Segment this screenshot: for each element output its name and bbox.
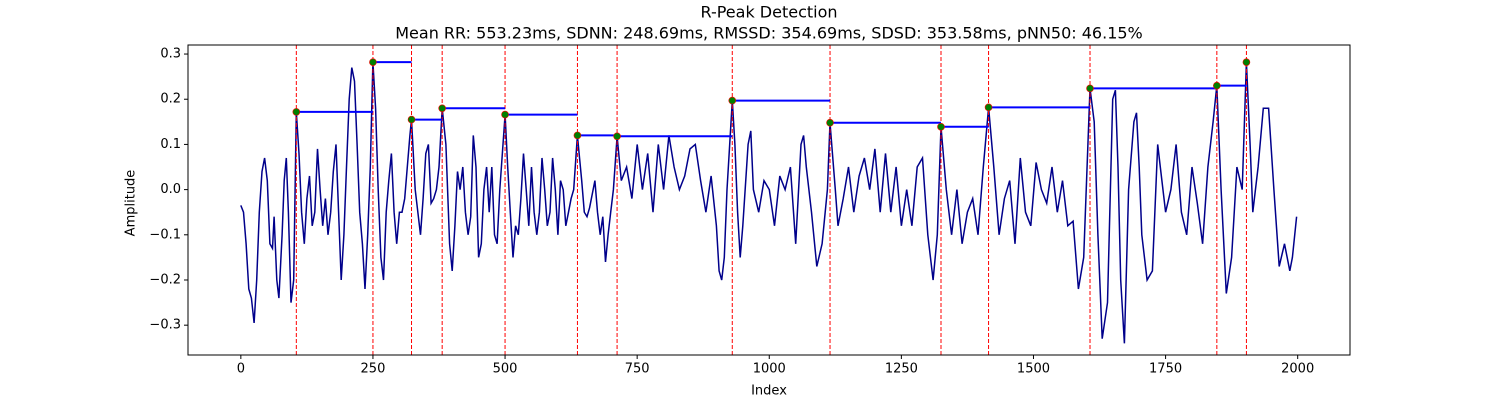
x-tick-label: 500 [493,362,518,377]
x-tick-label: 1250 [885,362,918,377]
peak-point [1213,81,1221,90]
x-tick-label: 750 [625,362,650,377]
plot-frame [187,44,1351,356]
x-tick-label: 1750 [1149,362,1182,377]
peak-point [501,110,509,119]
peak-point [826,118,834,127]
chart-title: R-Peak Detection [700,3,837,22]
y-tick-label: −0.3 [149,318,181,333]
peak-point [1242,58,1251,66]
x-tick-label: 2000 [1281,362,1314,377]
peak-point [613,132,621,141]
peak-point [369,58,377,66]
y-tick-label: 0.0 [160,182,181,197]
peak-point [407,115,416,124]
x-tick-label: 0 [237,362,245,377]
peak-point [1086,84,1094,93]
peak-point [573,131,582,140]
x-tick-label: 1000 [753,362,786,377]
y-tick-label: −0.1 [149,227,181,242]
peak-point [438,104,446,113]
y-axis-label: Amplitude [124,170,139,237]
y-tick-label: 0.1 [160,137,181,152]
x-tick-label: 250 [361,362,386,377]
peak-point [937,122,945,131]
signal-line [240,62,1298,344]
y-tick-label: −0.2 [149,272,181,287]
x-axis-label: Index [751,384,787,399]
peak-point [728,96,737,105]
x-tick-label: 1500 [1017,362,1050,377]
chart-subtitle: Mean RR: 553.23ms, SDNN: 248.69ms, RMSSD… [395,24,1143,43]
peak-point [292,108,301,116]
y-tick-label: 0.3 [160,47,181,62]
peak-point [984,103,993,112]
y-tick-label: 0.2 [160,92,181,107]
